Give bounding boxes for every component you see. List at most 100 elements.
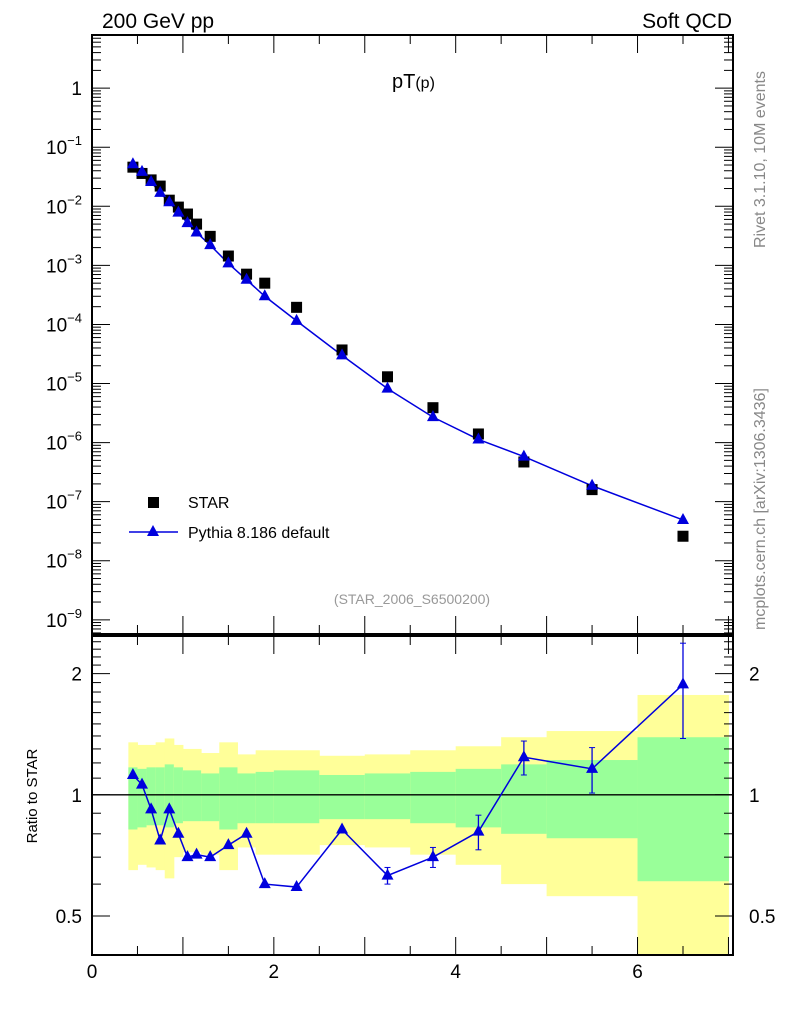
ytick-exp: −6	[67, 429, 82, 444]
mc-point	[586, 478, 599, 490]
mc-point	[154, 185, 167, 197]
star-point	[181, 208, 193, 220]
ratio-point	[222, 838, 235, 850]
xtick-label: 4	[450, 962, 461, 983]
ratio-point	[676, 677, 689, 689]
ratio-point	[172, 826, 185, 838]
ytick-base: 10	[46, 315, 67, 336]
star-point	[518, 456, 530, 468]
ytick-label: 10−5	[46, 370, 82, 396]
analysis-label: (STAR_2006_S6500200)	[334, 591, 490, 607]
ratio-point	[204, 850, 217, 862]
mc-point	[181, 216, 194, 228]
ratio-point	[258, 877, 271, 889]
ytick-exp: −5	[67, 370, 82, 385]
ytick-base: 10	[46, 197, 67, 218]
ytick-base: 10	[46, 375, 67, 396]
star-point	[381, 371, 393, 383]
mc-point	[222, 256, 235, 268]
legend-star-marker	[148, 497, 159, 508]
mc-point	[145, 174, 158, 186]
mc-line	[132, 163, 684, 521]
mc-point	[426, 410, 439, 422]
star-point	[259, 277, 271, 289]
mc-point	[472, 432, 485, 444]
band-stat	[137, 768, 148, 828]
ratio-ytick-label-right: 1	[749, 786, 760, 807]
ratio-frame	[91, 635, 734, 956]
ytick-exp: −2	[67, 192, 82, 207]
band-stat	[155, 767, 166, 826]
ratio-ytick-label: 0.5	[56, 907, 82, 928]
xtick-label: 2	[269, 962, 280, 983]
band-stat	[501, 764, 548, 834]
ratio-ytick-label-right: 0.5	[749, 907, 775, 928]
ytick-base: 10	[46, 493, 67, 514]
band-stat	[182, 770, 202, 822]
mc-point	[676, 512, 689, 524]
star-point	[222, 250, 234, 262]
band-stat	[273, 770, 320, 824]
ratio-ytick-label-right: 2	[749, 665, 760, 686]
ytick-label: 10−6	[46, 429, 82, 455]
legend: STAR Pythia 8.186 default	[129, 495, 330, 542]
main-frame	[91, 34, 734, 635]
band-stat	[201, 773, 220, 822]
ratio-point	[136, 777, 149, 789]
ytick-base: 10	[46, 138, 67, 159]
ytick-label: 10−4	[46, 310, 82, 336]
band-stat	[219, 767, 238, 830]
legend-mc-marker	[147, 525, 159, 536]
xtick-label: 0	[87, 962, 98, 983]
rivet-label: Rivet 3.1.10, 10M events	[752, 71, 769, 248]
ytick-label: 10−2	[46, 192, 82, 218]
ratio-point	[472, 824, 485, 836]
ytick-exp: −4	[67, 310, 82, 325]
mc-point	[258, 289, 271, 301]
ytick-label: 10−8	[46, 547, 82, 573]
legend-mc-label: Pythia 8.186 default	[188, 525, 330, 542]
mc-point	[240, 272, 253, 284]
plot-title: pT(p)	[392, 71, 435, 93]
xtick-label: 6	[632, 962, 643, 983]
ratio-ylabel: Ratio to STAR	[24, 748, 41, 843]
star-point	[291, 301, 303, 313]
mc-point	[336, 348, 349, 360]
star-point	[191, 218, 203, 230]
ratio-point	[126, 767, 139, 779]
ytick-label: 1	[71, 79, 82, 100]
ratio-ytick-label: 1	[71, 786, 82, 807]
ratio-point	[145, 802, 158, 814]
star-point	[204, 230, 216, 242]
ytick-exp: −8	[67, 547, 82, 562]
band-stat	[364, 773, 411, 820]
ratio-point	[240, 826, 253, 838]
band-stat	[164, 764, 175, 828]
star-point	[427, 402, 439, 414]
ytick-exp: −3	[67, 251, 82, 266]
band-stat	[146, 767, 157, 826]
legend-star-label: STAR	[188, 495, 229, 512]
ratio-point	[181, 850, 194, 862]
ytick-label: 10−7	[46, 488, 82, 514]
ytick-base: 10	[46, 611, 67, 632]
ratio-point	[163, 802, 176, 814]
ytick-base: 10	[46, 434, 67, 455]
mc-point	[517, 449, 530, 461]
band-stat	[319, 774, 366, 820]
ytick-base: 1	[71, 79, 82, 100]
header-right: Soft QCD	[642, 10, 732, 33]
mc-point	[163, 195, 176, 207]
band-stat	[237, 773, 257, 824]
ratio-point	[336, 822, 349, 834]
ytick-label: 10−1	[46, 133, 82, 159]
ratio-ytick-label: 2	[71, 665, 82, 686]
ratio-point	[517, 750, 530, 762]
band-stat	[637, 737, 729, 882]
mc-point	[126, 157, 139, 169]
mc-point	[136, 164, 149, 176]
ytick-base: 10	[46, 552, 67, 573]
star-point	[677, 530, 689, 542]
